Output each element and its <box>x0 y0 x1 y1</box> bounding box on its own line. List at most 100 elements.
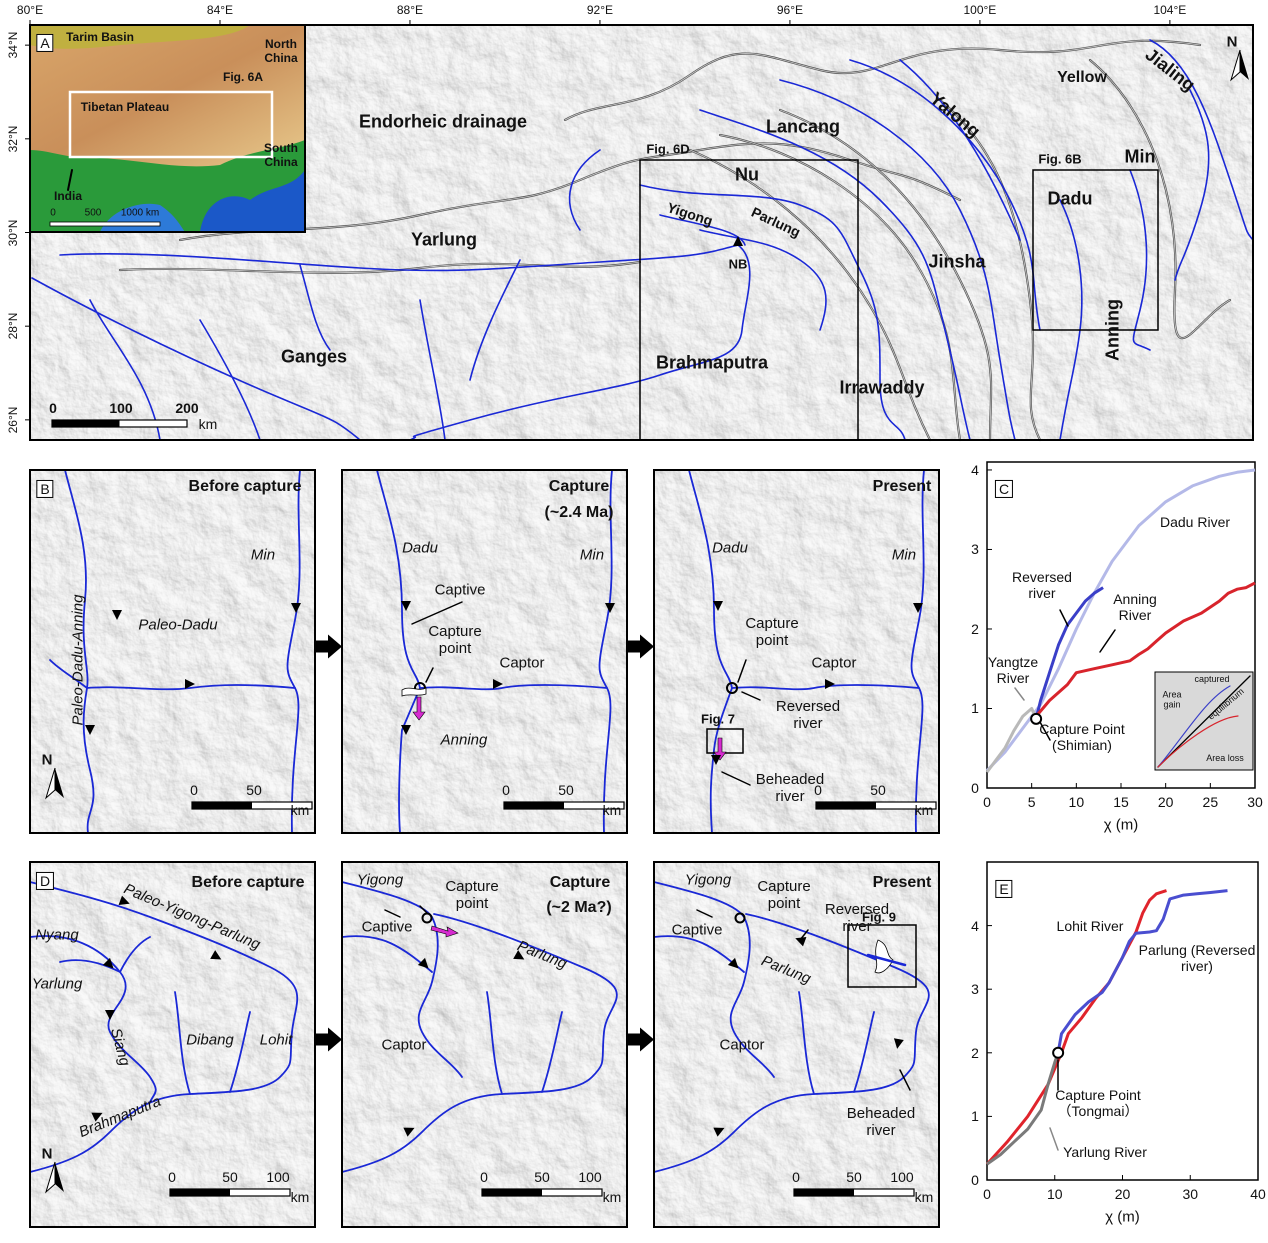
inset-pointer <box>67 169 73 191</box>
river <box>639 184 906 441</box>
flow-arrow <box>605 603 615 613</box>
river <box>341 913 618 1173</box>
x-tick-label: 40 <box>1250 1185 1266 1202</box>
basin-boundary <box>179 143 961 241</box>
x-tick-label: 20 <box>1157 793 1174 810</box>
map-label: Brahmaputra <box>655 352 769 373</box>
x-tick-label: 88°E <box>396 3 424 18</box>
river <box>299 264 331 351</box>
inset-label: Tarim Basin <box>66 30 134 45</box>
map-label: Yarlung <box>410 229 478 250</box>
magenta-arrow <box>713 737 727 761</box>
map-label: Beheaded river <box>846 1104 916 1139</box>
scale-label: 0 <box>190 781 198 798</box>
map-label: Fig. 6D <box>646 141 690 157</box>
x-tick-label: 80°E <box>16 3 44 18</box>
x-tick-label: 0 <box>983 1185 991 1202</box>
scale-bar <box>816 802 876 809</box>
x-tick-label: 0 <box>983 793 991 810</box>
map-label: Capture point <box>445 877 499 912</box>
map-label: Anning River <box>1113 590 1157 623</box>
flow-arrow <box>825 679 835 689</box>
scale-label: km <box>198 415 218 432</box>
map-label: Captor <box>499 654 545 672</box>
y-tick-label: 0 <box>971 1171 979 1188</box>
panel-arrow <box>626 634 654 659</box>
scale-label: 0 <box>168 1168 176 1185</box>
inset-label: captured <box>1194 673 1230 684</box>
pointer <box>425 667 434 683</box>
river <box>64 469 95 834</box>
capture-point <box>734 912 746 924</box>
map-label: Capture Point（Tongmai） <box>1055 1086 1141 1119</box>
north-arrow <box>55 768 64 798</box>
map-label: Irrawaddy <box>839 377 925 398</box>
map-label: Dadu <box>1047 188 1093 209</box>
pointer <box>1014 687 1025 701</box>
scale-label: 50 <box>222 1168 238 1185</box>
x-tick-label: 15 <box>1113 793 1129 810</box>
river <box>1129 169 1151 351</box>
map-label: Present <box>872 873 932 891</box>
river <box>598 469 613 834</box>
map-label: Min <box>250 546 276 564</box>
north-label: N <box>41 1145 53 1163</box>
map-label: Min <box>891 546 917 564</box>
river <box>31 277 361 441</box>
scale-label: km <box>914 1188 934 1205</box>
x-tick-label: 96°E <box>776 3 803 18</box>
capture-point <box>726 682 738 694</box>
map-label: Captor <box>381 1036 427 1054</box>
river <box>853 1011 875 1093</box>
map-label: Beheaded river <box>755 770 825 805</box>
flow-arrow <box>711 755 721 765</box>
y-tick-label: 4 <box>971 461 979 478</box>
map-label: Lancang <box>765 116 841 137</box>
flow-arrow <box>893 1038 904 1049</box>
series-line <box>985 468 1256 772</box>
pointer <box>1059 609 1069 627</box>
inset-curve <box>1157 685 1231 768</box>
pointer <box>899 1069 911 1091</box>
inset-label: Tibetan Plateau <box>80 100 170 115</box>
inset-label: Area loss <box>1206 752 1244 763</box>
map-label: Yangtze River <box>987 653 1039 686</box>
pointer <box>1099 629 1116 653</box>
scale-label: km <box>290 1188 310 1205</box>
river <box>568 149 601 231</box>
flow-arrow <box>91 1112 103 1122</box>
capture-point <box>1052 1046 1065 1059</box>
map-label: Parlung (Reversed river) <box>1138 941 1256 974</box>
x-tick-label: 100°E <box>963 3 997 18</box>
river <box>688 469 733 834</box>
map-label: Jialing <box>1141 44 1199 96</box>
figure-box <box>847 924 917 988</box>
map-label: Before capture <box>191 873 305 891</box>
map-label: Capture point <box>428 622 482 657</box>
map-label: Reversed river <box>775 697 841 732</box>
scale-label: 200 <box>175 399 199 416</box>
map-label: Parlung <box>749 203 804 241</box>
lake <box>401 687 427 697</box>
map-label: Fig. 7 <box>701 711 735 727</box>
map-label: Ganges <box>280 346 348 367</box>
map-label: Endorheic drainage <box>358 111 528 132</box>
river <box>229 1011 251 1093</box>
x-tick-label: 92°E <box>586 3 614 18</box>
map-label: Yalong <box>926 88 985 142</box>
panel-letter: D <box>35 871 55 891</box>
pointer <box>741 691 761 701</box>
river <box>798 991 815 1095</box>
map-label: Captive <box>361 918 413 936</box>
scale-label: 100 <box>890 1168 914 1185</box>
x-tick-label: 30 <box>1247 793 1263 810</box>
y-tick-label: 34°N <box>6 31 21 59</box>
relief-background <box>30 862 315 1227</box>
flow-arrow <box>513 950 525 960</box>
map-label: Dibang <box>186 1031 234 1049</box>
inset-label: India <box>53 189 83 204</box>
scale-label: 0 <box>49 399 57 416</box>
y-tick-label: 3 <box>971 541 979 558</box>
x-tick-label: 20 <box>1114 1185 1131 1202</box>
